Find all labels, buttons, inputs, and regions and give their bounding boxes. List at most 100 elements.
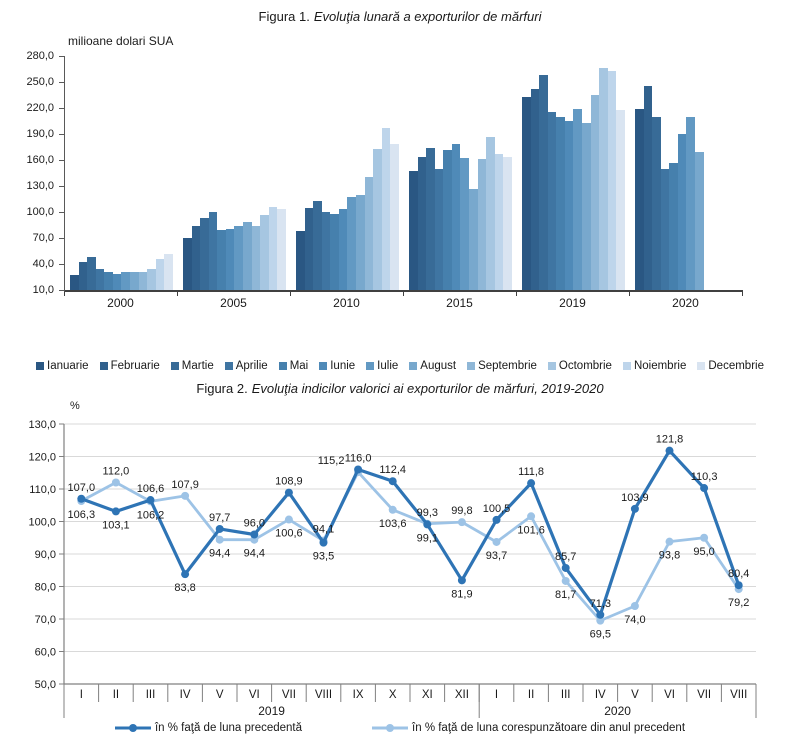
data-label: 85,7 [555, 551, 576, 563]
y-axis-label: 120,0 [28, 452, 56, 464]
data-label: 79,2 [728, 597, 749, 609]
y-axis-label: 40,0 [32, 258, 54, 270]
legend-item-Februarie: Februarie [99, 360, 160, 372]
data-label: 93,5 [313, 551, 334, 563]
x-axis-label-2019: 2019 [559, 296, 586, 310]
x-axis-month-label: IX [353, 689, 364, 701]
data-point-0 [215, 524, 224, 533]
bar-Martie-2010 [313, 200, 322, 290]
legend-item-Ianuarie: Ianuarie [36, 360, 89, 372]
y-axis-label: 110,0 [29, 484, 56, 496]
data-label: 99,3 [417, 507, 438, 519]
x-axis-month-label: X [389, 689, 397, 701]
legend-swatch [697, 362, 706, 370]
bar-Decembrie-2015 [503, 157, 512, 290]
bar-Octombrie-2005 [260, 214, 269, 290]
bar-August-2019 [582, 122, 591, 290]
data-point-1 [561, 576, 570, 585]
bar-Iunie-2019 [564, 121, 574, 290]
legend-swatch [278, 362, 287, 370]
y-axis-label: 90,0 [35, 549, 56, 561]
x-axis-year-label-2019: 2019 [258, 704, 285, 718]
bar-Iulie-2019 [573, 108, 583, 290]
bar-group-2000 [65, 56, 178, 290]
y-axis-tick [59, 160, 64, 161]
data-point-0 [734, 581, 743, 590]
y-axis-label: 130,0 [26, 180, 54, 192]
data-label: 94,1 [313, 524, 334, 536]
x-axis-month-label: VII [697, 689, 711, 701]
legend-label: Mai [289, 360, 309, 372]
x-axis-tick [290, 292, 291, 296]
data-point-0 [596, 610, 605, 619]
series-line-0 [80, 449, 741, 617]
data-label: 106,6 [137, 483, 165, 495]
bar-Iunie-2000 [112, 274, 122, 290]
x-axis-month-label: V [631, 689, 639, 701]
data-point-1 [630, 602, 639, 610]
data-label: 106,2 [137, 509, 165, 521]
data-point-1 [492, 537, 501, 546]
figure1-legend: Ianuarie Februarie Martie Aprilie Mai Iunie Iu… [0, 360, 800, 372]
y-axis-label: 10,0 [32, 284, 54, 296]
bar-Mai-2015 [443, 150, 452, 290]
bar-August-2005 [243, 222, 252, 290]
bar-Ianuarie-2005 [183, 238, 192, 290]
figure1-bar-chart: 280,0 250,0 220,0 190,0 160,0 130,0 100,0 70,0 4… [0, 50, 800, 346]
figure2-axis-unit-label: % [70, 400, 80, 412]
data-point-1 [111, 478, 120, 487]
data-label: 74,0 [624, 614, 645, 626]
data-label: 93,8 [659, 550, 680, 562]
bar-group-2010 [291, 56, 404, 290]
y-axis-label: 130,0 [28, 419, 56, 431]
legend-item-Mai: Mai [278, 360, 309, 372]
data-label: 94,4 [209, 548, 230, 560]
data-point-0 [354, 465, 363, 474]
legend-swatch [547, 362, 556, 370]
bar-Aprilie-2015 [434, 168, 444, 290]
bar-Aprilie-2005 [208, 212, 218, 290]
legend-label: Noiembrie [633, 360, 687, 372]
data-point-1 [181, 491, 190, 500]
series-line-1 [80, 470, 740, 623]
legend-swatch [36, 362, 44, 370]
bar-Noiembrie-2000 [155, 258, 165, 290]
data-label: 96,0 [244, 518, 265, 530]
y-axis-label: 100,0 [26, 206, 54, 218]
bar-Mai-2000 [104, 271, 113, 290]
data-label: 107,0 [68, 482, 96, 494]
data-label: 106,3 [68, 509, 96, 521]
legend-marker [386, 724, 395, 732]
plot-area [64, 56, 743, 292]
bar-Februarie-2005 [191, 225, 201, 290]
y-axis-tick [59, 290, 64, 291]
legend-line-sample [372, 724, 409, 732]
legend-item-series-0: în % faţă de luna precedentă [114, 722, 302, 734]
x-axis-year-label-2020: 2020 [604, 704, 631, 718]
bar-Aprilie-2020 [660, 168, 670, 290]
bar-Februarie-2020 [643, 86, 653, 290]
bar-Decembrie-2010 [390, 144, 399, 290]
data-label: 103,9 [621, 492, 649, 504]
legend-label: Septembrie [478, 360, 537, 372]
legend-label: Iunie [330, 360, 356, 372]
y-axis-label: 220,0 [26, 102, 54, 114]
data-label: 100,6 [275, 528, 303, 540]
data-label: 99,8 [451, 505, 472, 517]
x-axis-tick [742, 292, 743, 296]
bar-Ianuarie-2000 [70, 275, 79, 290]
legend-swatch [409, 362, 418, 370]
legend-item-Decembrie: Decembrie [697, 360, 764, 372]
y-axis-label: 50,0 [35, 679, 56, 691]
bar-Septembrie-2010 [364, 177, 374, 290]
legend-swatch [99, 362, 108, 370]
bar-Mai-2010 [330, 213, 339, 290]
legend-item-August: August [409, 360, 456, 372]
x-axis-month-label: VIII [730, 689, 747, 701]
x-axis-month-label: XI [422, 689, 433, 701]
y-axis-tick [59, 186, 64, 187]
bar-Iulie-2015 [460, 158, 470, 290]
bar-Mai-2005 [217, 230, 226, 290]
y-axis-label: 280,0 [26, 50, 54, 62]
legend-item-Iunie: Iunie [319, 360, 355, 372]
